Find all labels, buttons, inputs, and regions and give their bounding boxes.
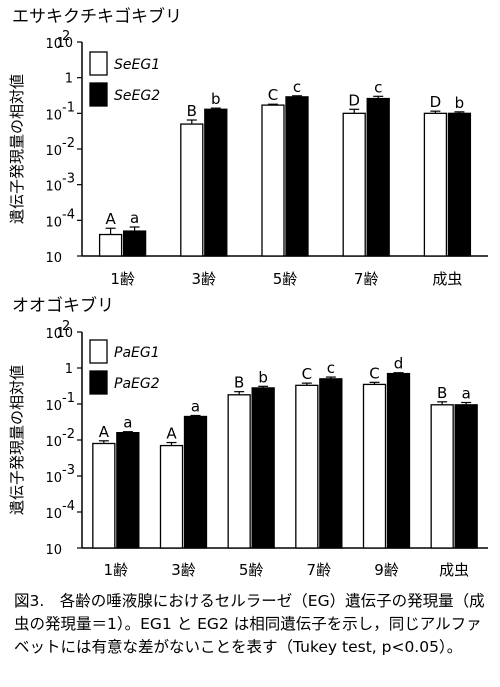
panel1-legend-label: SeEG1 (114, 57, 160, 73)
panel1-significance-letter: A (105, 210, 116, 228)
panel1-y-tick-label: 1 (65, 72, 73, 87)
panel1-bar-SeEG2 (285, 96, 309, 257)
panel2-y-tick-label-base: 10 (45, 471, 62, 486)
panel2-category-label: 1齢 (104, 561, 129, 579)
panel2-significance-letter: A (166, 425, 177, 443)
panel1-bar-SeEG1 (98, 233, 123, 257)
panel1-category-label: 5齢 (273, 270, 298, 288)
panel2-significance-letter: C (302, 365, 312, 383)
panel1-bar-SeEG1 (261, 104, 285, 257)
panel2-y-axis-label: 遺伝子発現量の相対値 (8, 365, 26, 515)
panel2-y-tick-label-exponent: -4 (62, 499, 75, 514)
panel1-legend-swatch (89, 82, 108, 107)
panel2-bar-PaEG1 (295, 384, 319, 549)
panel2-significance-letter: C (369, 364, 379, 382)
panel2-legend-swatch (89, 339, 108, 364)
panel1-significance-letter: c (293, 78, 301, 96)
panel1-y-tick-label-exponent: -3 (62, 172, 75, 187)
panel1-y-tick-label-exponent: -1 (62, 100, 75, 115)
panel1-bar-SeEG1 (342, 112, 366, 257)
panel1-significance-letter: a (130, 209, 139, 227)
panel2-y-tick-label-exponent: -1 (62, 391, 75, 406)
panel2-y-tick-label-base: 10 (45, 507, 62, 522)
panel2-legend-label: PaEG2 (114, 376, 160, 392)
panel1-legend-label: SeEG2 (114, 88, 160, 104)
panel2-significance-letter: A (99, 423, 110, 441)
panel1-significance-letter: C (268, 86, 278, 104)
panel2-bar-PaEG2 (251, 387, 275, 549)
figure-caption: 図3. 各齢の唾液腺におけるセルラーゼ（EG）遺伝子の発現量（成虫の発現量＝1）… (14, 592, 485, 656)
panel1-bar-SeEG2 (122, 230, 147, 257)
panel1-category-label: 3齢 (192, 270, 217, 288)
panel1-y-tick-label-base: 10 (45, 144, 62, 159)
panel1-title: エサキクチキゴキブリ (12, 6, 182, 27)
panel2-significance-letter: a (191, 397, 200, 415)
panel2-bar-PaEG1 (227, 394, 251, 549)
panel2-significance-letter: c (327, 359, 335, 377)
panel2-bar-PaEG2 (319, 378, 343, 549)
panel2-significance-letter: d (394, 355, 404, 373)
panel1-significance-letter: B (187, 102, 197, 120)
panel1-y-tick-label: 10 (56, 36, 73, 51)
panel2-y-tick-label: 1 (65, 362, 73, 377)
panel2-legend-label: PaEG1 (114, 345, 160, 361)
panel1-bar-SeEG1 (423, 112, 448, 257)
panel1-y-tick-label-base: 10 (45, 37, 62, 52)
panel2-significance-letter: b (258, 368, 268, 386)
panel1-y-tick-label-exponent: -4 (62, 207, 75, 222)
panel2-category-label: 5齢 (239, 561, 264, 579)
panel1-bar-SeEG2 (447, 112, 472, 257)
panel1-bar-SeEG2 (204, 108, 228, 257)
panel2-significance-letter: a (462, 385, 471, 403)
panel1-y-tick-label-base: 10 (45, 180, 62, 195)
panel1-y-tick-label-base: 10 (45, 251, 62, 266)
panel2-y-tick-label-base: 10 (45, 327, 62, 342)
panel1-legend-swatch (89, 51, 108, 76)
panel2-significance-letter: a (123, 414, 132, 432)
panel1-y-axis-label: 遺伝子発現量の相対値 (8, 74, 26, 224)
panel2-bar-PaEG1 (159, 444, 184, 549)
panel1-bar-SeEG2 (366, 97, 390, 257)
panel2-category-label: 7齢 (307, 561, 332, 579)
panel1-y-tick-label-base: 10 (45, 108, 62, 123)
panel1-significance-letter: D (430, 93, 442, 111)
panel2-bar-PaEG1 (362, 383, 387, 549)
panel1-y-tick-label-exponent: -2 (62, 136, 75, 151)
panel2-y-tick-label-exponent: -2 (62, 427, 75, 442)
panel2-significance-letter: B (234, 374, 244, 392)
panel1-category-label: 1齢 (110, 270, 135, 288)
panel2-bar-PaEG2 (183, 415, 208, 549)
panel2-category-label: 成虫 (439, 561, 469, 579)
panel2-legend-swatch (89, 370, 108, 395)
panel2-bar-PaEG2 (454, 404, 478, 549)
panel2-y-tick-label-exponent: -3 (62, 463, 75, 478)
panel1-significance-letter: c (374, 78, 382, 96)
panel2-category-label: 9齢 (374, 561, 399, 579)
figure: エサキクチキゴキブリ10110-110-210-310-410102遺伝子発現量… (8, 6, 488, 579)
panel2-bar-PaEG1 (92, 442, 116, 549)
panel2-bar-PaEG1 (430, 404, 454, 549)
panel2-y-tick-label: 10 (56, 326, 73, 341)
panel2-y-tick-label-base: 10 (45, 543, 62, 558)
panel2-significance-letter: B (437, 384, 447, 402)
panel2-y-tick-label-base: 10 (45, 435, 62, 450)
panel1-y-tick-label-exponent: 2 (62, 29, 70, 44)
panel2-category-label: 3齢 (171, 561, 196, 579)
panel1-significance-letter: D (348, 91, 360, 109)
panel1-significance-letter: b (211, 90, 221, 108)
panel2-bar-PaEG2 (386, 372, 411, 549)
panel2-y-tick-label-base: 10 (45, 399, 62, 414)
panel1-significance-letter: b (455, 94, 465, 112)
panel2-bar-PaEG2 (116, 432, 140, 549)
panel1-y-tick-label-base: 10 (45, 215, 62, 230)
panel2-y-tick-label-exponent: 2 (62, 319, 70, 334)
panel1-category-label: 成虫 (432, 270, 462, 288)
panel2-title: オオゴキブリ (12, 295, 114, 316)
panel1-category-label: 7齢 (354, 270, 379, 288)
panel1-bar-SeEG1 (180, 123, 204, 257)
